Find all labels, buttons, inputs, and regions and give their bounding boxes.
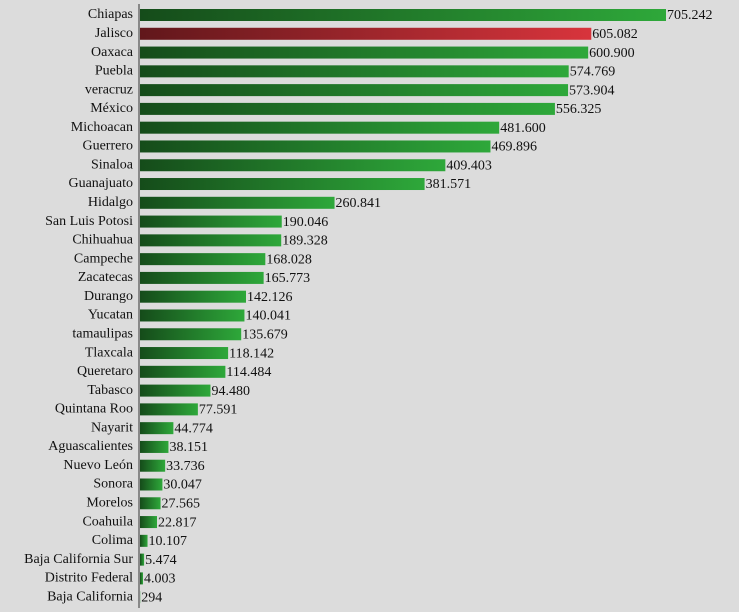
bar (140, 253, 266, 266)
bar (140, 347, 229, 360)
category-label: Campeche (74, 251, 133, 266)
value-label: 118.142 (229, 346, 274, 361)
value-label: 142.126 (247, 290, 293, 305)
category-label: Zacatecas (78, 270, 133, 285)
bar (140, 159, 446, 172)
category-label: veracruz (85, 82, 133, 97)
bar (140, 290, 247, 303)
category-label: Puebla (95, 64, 134, 79)
bar (140, 572, 143, 585)
category-label: Tlaxcala (85, 345, 134, 360)
bar (140, 516, 158, 529)
category-label: Sonora (93, 477, 133, 492)
category-label: Distrito Federal (45, 571, 133, 586)
category-label: Queretaro (77, 364, 133, 379)
category-label: Yucatan (88, 308, 133, 323)
category-label: Michoacan (71, 120, 133, 135)
bar (140, 328, 242, 341)
bar (140, 422, 174, 435)
bar (140, 102, 555, 115)
value-label: 114.484 (226, 365, 271, 380)
bar (140, 65, 569, 78)
category-label: Sinaloa (91, 157, 134, 172)
bar (140, 497, 161, 510)
value-label: 165.773 (265, 271, 311, 286)
value-label: 5.474 (145, 553, 177, 568)
bar (140, 553, 145, 566)
bar (140, 365, 226, 378)
bar (140, 478, 163, 491)
bar (140, 196, 335, 209)
category-label: Nuevo León (63, 458, 133, 473)
category-label: Morelos (86, 495, 133, 510)
category-label: Tabasco (87, 383, 133, 398)
category-label: Colima (92, 533, 134, 548)
value-label: 605.082 (592, 27, 638, 42)
category-label: Baja California Sur (24, 552, 133, 567)
value-label: 94.480 (211, 384, 250, 399)
bar (140, 178, 425, 191)
bar (140, 215, 282, 228)
category-label: San Luis Potosi (45, 214, 133, 229)
value-label: 30.047 (163, 478, 202, 493)
value-label: 381.571 (426, 177, 472, 192)
bar (140, 309, 245, 322)
bar (140, 271, 264, 284)
bar (140, 440, 169, 453)
bar (140, 9, 666, 21)
bar (140, 459, 166, 472)
category-label: Chihuahua (72, 233, 133, 248)
category-label: Oaxaca (91, 45, 134, 60)
bar (140, 384, 211, 397)
value-label: 469.896 (491, 140, 536, 155)
value-label: 4.003 (144, 572, 176, 587)
value-label: 189.328 (282, 234, 328, 249)
category-label: Hidalgo (88, 195, 133, 210)
value-label: 33.736 (166, 459, 205, 474)
bar (140, 27, 592, 40)
value-label: 260.841 (336, 196, 382, 211)
category-label: Durango (84, 289, 133, 304)
category-label: Guanajuato (68, 176, 133, 191)
value-label: 77.591 (199, 403, 238, 418)
value-label: 38.151 (169, 440, 208, 455)
value-label: 600.900 (589, 46, 635, 61)
value-label: 22.817 (158, 515, 197, 530)
category-label: Nayarit (91, 420, 133, 435)
bar (140, 534, 148, 547)
value-label: 168.028 (266, 252, 312, 267)
value-label: 140.041 (245, 309, 291, 324)
bar (140, 234, 282, 247)
value-label: 409.403 (446, 158, 492, 173)
value-label: 574.769 (570, 65, 616, 80)
value-label: 190.046 (283, 215, 329, 230)
value-label: 481.600 (500, 121, 546, 136)
category-label: Guerrero (82, 139, 133, 154)
category-label: Chiapas (88, 7, 133, 22)
value-label: 135.679 (242, 327, 287, 342)
value-label: 44.774 (174, 421, 213, 436)
category-label: Aguascalientes (48, 439, 133, 454)
bar (140, 403, 198, 416)
category-label: México (90, 101, 133, 116)
value-label: 573.904 (569, 83, 615, 98)
category-label: tamaulipas (72, 326, 133, 341)
category-label: Coahuila (82, 514, 133, 529)
value-label: 294 (141, 590, 162, 605)
category-label: Quintana Roo (55, 402, 133, 417)
bar (140, 84, 569, 97)
value-label: 10.107 (149, 534, 188, 549)
value-label: 705.242 (667, 8, 713, 23)
value-label: 556.325 (556, 102, 602, 117)
value-label: 27.565 (162, 496, 201, 511)
category-label: Jalisco (95, 26, 133, 41)
category-label: Baja California (47, 589, 134, 604)
bar (140, 46, 589, 59)
bar (140, 140, 491, 153)
bar (140, 121, 500, 134)
